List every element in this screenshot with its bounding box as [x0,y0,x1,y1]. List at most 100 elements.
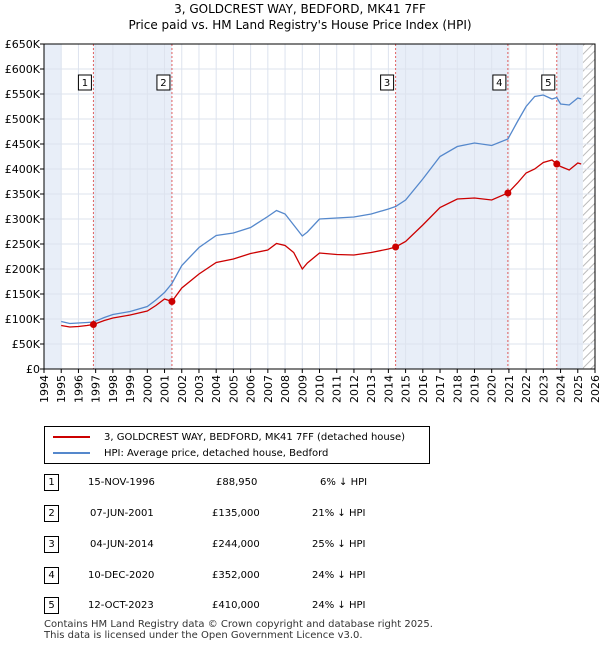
y-tick-label: £150K [5,288,41,301]
shaded-period [395,44,508,369]
sale-date: 15-NOV-1996 [88,477,155,488]
sale-marker-box: 3 [44,536,59,553]
sale-hpi-diff: 24% ↓ HPI [312,570,366,581]
x-tick-label: 1994 [38,375,51,403]
legend-item-hpi: HPI: Average price, detached house, Bedf… [53,446,328,460]
x-tick-label: 1996 [72,375,85,403]
sale-marker-box [380,74,395,91]
footer-licence: This data is licensed under the Open Gov… [44,630,363,641]
sale-date: 07-JUN-2001 [90,508,154,519]
y-tick-label: £300K [5,213,41,226]
x-tick-label: 2024 [555,375,568,403]
legend-swatch-price-paid [53,436,90,438]
sale-marker-box: 4 [44,567,59,584]
x-tick-label: 1997 [90,375,103,403]
sales-table-row: 1 15-NOV-1996 £88,950 6% ↓ HPI [0,474,600,494]
x-tick-label: 1995 [55,375,68,403]
sale-date: 04-JUN-2014 [90,539,154,550]
sale-price: £352,000 [212,570,260,581]
price-chart: 1 2 3 4 5 £0 £50K £100K £150K £200K £250K £300K £350… [5,38,600,403]
x-tick-label: 2007 [262,375,275,403]
sale-marker-box: 1 [44,474,59,491]
y-tick-label: £350K [5,188,41,201]
y-tick-label: £550K [5,88,41,101]
sale-marker-box [541,74,556,91]
sale-marker-number: 4 [496,78,502,89]
x-tick-label: 2008 [279,375,292,403]
sale-marker-box [77,74,92,91]
sale-date: 12-OCT-2023 [88,600,154,611]
sale-price: £410,000 [212,600,260,611]
footer-copyright: Contains HM Land Registry data © Crown c… [44,619,433,630]
sales-table-row: 5 12-OCT-2023 £410,000 24% ↓ HPI [0,597,600,617]
series-hpi-line [61,94,582,325]
y-tick-label: £650K [5,38,41,51]
sale-point [168,298,176,305]
sale-marker-number: 3 [384,78,390,89]
y-tick-label: £200K [5,263,41,276]
x-tick-label: 2020 [486,375,499,403]
y-tick-label: £600K [5,63,41,76]
y-tick-label: £450K [5,138,41,151]
x-tick-label: 2026 [589,375,600,403]
x-tick-label: 1998 [107,375,120,403]
y-tick-label: £0 [26,363,40,376]
x-tick-label: 2006 [245,375,258,403]
y-tick-label: £400K [5,163,41,176]
y-tick-label: £100K [5,313,41,326]
sale-marker-number: 5 [545,78,551,89]
x-tick-label: 2025 [572,375,585,403]
sale-hpi-diff: 25% ↓ HPI [312,539,366,550]
x-tick-label: 2010 [314,375,327,403]
future-hatch [582,44,595,369]
shaded-period [44,44,62,369]
sale-marker-number: 1 [82,78,88,89]
sale-marker-number: 2 [160,78,166,89]
x-tick-label: 2018 [451,375,464,403]
x-tick-label: 2022 [520,375,533,403]
sales-table-row: 2 07-JUN-2001 £135,000 21% ↓ HPI [0,505,600,525]
x-tick-label: 2015 [400,375,413,403]
x-tick-label: 2017 [434,375,447,403]
x-tick-label: 2004 [210,375,223,403]
chart-title-subtitle: Price paid vs. HM Land Registry's House … [128,18,472,32]
sale-hpi-diff: 24% ↓ HPI [312,600,366,611]
y-tick-label: £50K [12,338,41,351]
sale-date: 10-DEC-2020 [88,570,155,581]
footer: Contains HM Land Registry data © Crown c… [44,619,433,641]
legend-item-price-paid: 3, GOLDCREST WAY, BEDFORD, MK41 7FF (det… [53,430,405,444]
chart-title-address: 3, GOLDCREST WAY, BEDFORD, MK41 7FF [174,2,426,16]
legend-label-price-paid: 3, GOLDCREST WAY, BEDFORD, MK41 7FF (det… [104,431,406,443]
x-tick-label: 2002 [176,375,189,403]
x-tick-label: 2014 [382,375,395,403]
sale-price: £135,000 [212,508,260,519]
sales-table-row: 3 04-JUN-2014 £244,000 25% ↓ HPI [0,536,600,556]
sale-price: £244,000 [212,539,260,550]
sale-hpi-diff: 21% ↓ HPI [312,508,366,519]
sale-marker-box [492,74,507,91]
sale-marker-box [156,74,171,91]
x-tick-label: 2000 [141,375,154,403]
x-tick-label: 2012 [348,375,361,403]
sale-hpi-diff: 6% ↓ HPI [320,477,368,488]
x-tick-label: 1999 [124,375,137,403]
series-price-paid-line [61,159,582,328]
sale-marker-box: 2 [44,505,59,522]
sale-point [504,189,512,197]
y-tick-label: £250K [5,238,41,251]
x-tick-label: 2011 [331,375,344,403]
sale-price: £88,950 [216,477,258,488]
legend-swatch-hpi [53,452,90,454]
x-tick-label: 2023 [537,375,550,403]
x-tick-label: 2003 [193,375,206,403]
y-tick-label: £500K [5,113,41,126]
sale-point [553,160,561,168]
sale-point [89,321,97,329]
x-tick-label: 2013 [365,375,378,403]
legend-label-hpi: HPI: Average price, detached house, Bedf… [104,447,329,459]
x-tick-label: 2016 [417,375,430,403]
x-tick-label: 2009 [296,375,309,403]
sales-table-row: 4 10-DEC-2020 £352,000 24% ↓ HPI [0,567,600,587]
sale-point [392,243,400,251]
x-tick-label: 2021 [503,375,516,403]
